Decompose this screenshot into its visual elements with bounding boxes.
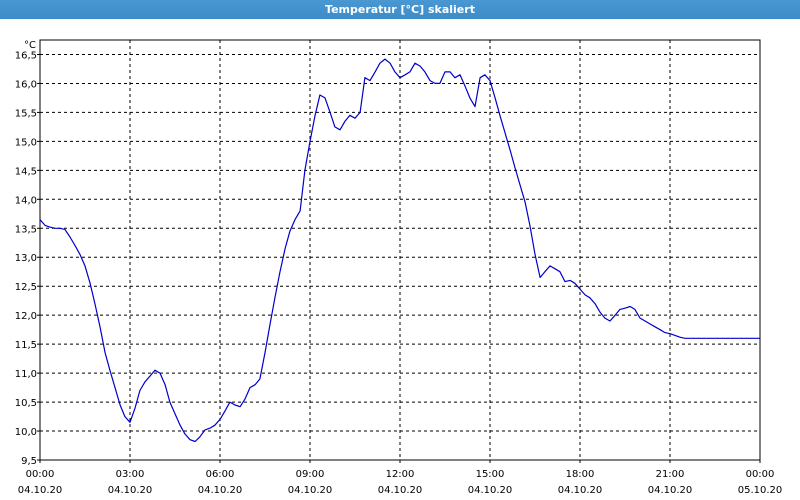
y-tick-label: 16,0 [15, 79, 37, 90]
window-title: Temperatur [°C] skaliert [325, 3, 475, 16]
x-tick-time-label: 09:00 [296, 469, 325, 480]
series-layer [39, 58, 760, 443]
x-tick-time-label: 12:00 [386, 469, 415, 480]
y-tick-label: 15,5 [15, 108, 37, 119]
y-tick-label: 12,0 [15, 311, 37, 322]
y-tick-label: 13,5 [15, 224, 37, 235]
y-tick-label: 11,0 [15, 369, 37, 380]
y-tick-label: 16,5 [15, 50, 37, 61]
x-tick-time-label: 18:00 [566, 469, 595, 480]
y-tick-label: 14,5 [15, 166, 37, 177]
x-tick-date-label: 04.10.20 [558, 485, 603, 496]
x-tick-date-label: 04.10.20 [288, 485, 333, 496]
temperature-series-line [39, 58, 760, 443]
y-tick-label: 12,5 [15, 282, 37, 293]
grid-layer [40, 40, 760, 461]
y-tick-label: 9,5 [21, 456, 37, 467]
x-tick-date-label: 05.10.20 [738, 485, 783, 496]
axis-layer: 16,5 16,0 15,5 15,0 14,5 14,0 13,5 13,0 12,5 12,0… [15, 50, 783, 496]
y-tick-label: 10,0 [15, 427, 37, 438]
y-tick-label: 11,5 [15, 340, 37, 351]
x-tick-date-label: 04.10.20 [198, 485, 243, 496]
x-tick-time-label: 00:00 [746, 469, 775, 480]
y-tick-label: 13,0 [15, 253, 37, 264]
x-tick-time-label: 00:00 [26, 469, 55, 480]
x-tick-time-label: 03:00 [116, 469, 145, 480]
x-tick-date-label: 04.10.20 [648, 485, 693, 496]
x-tick-date-label: 04.10.20 [18, 485, 63, 496]
x-tick-time-label: 21:00 [656, 469, 685, 480]
y-tick-label: 15,0 [15, 137, 37, 148]
y-axis-unit: °C [24, 40, 36, 51]
x-tick-time-label: 15:00 [476, 469, 505, 480]
x-tick-date-label: 04.10.20 [378, 485, 423, 496]
x-tick-date-label: 04.10.20 [108, 485, 153, 496]
x-tick-time-label: 06:00 [206, 469, 235, 480]
y-tick-label: 10,5 [15, 398, 37, 409]
window-titlebar[interactable]: Temperatur [°C] skaliert [0, 0, 800, 19]
y-tick-label: 14,0 [15, 195, 37, 206]
x-tick-date-label: 04.10.20 [468, 485, 513, 496]
